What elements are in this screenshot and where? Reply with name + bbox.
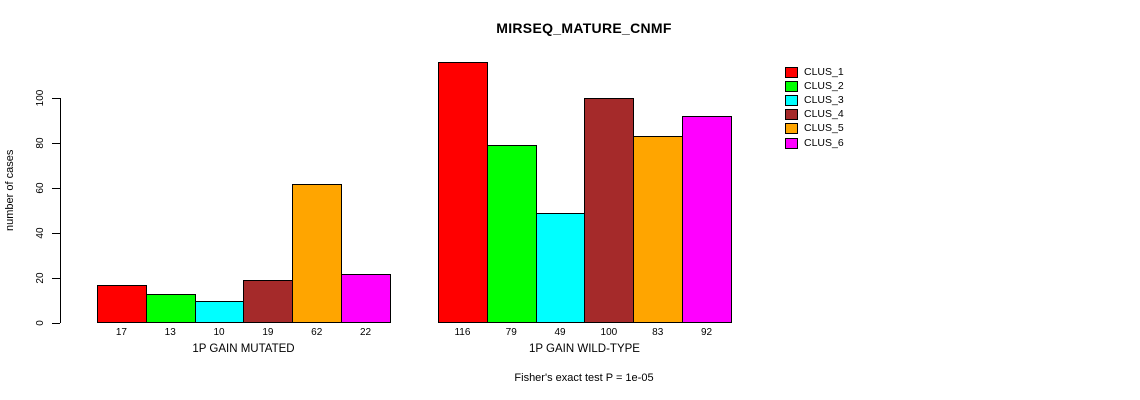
annotation-text: Fisher's exact test P = 1e-05 (514, 372, 654, 384)
y-tick-label: 40 (35, 227, 46, 239)
bar-value-label: 19 (262, 327, 274, 338)
legend-row: CLUS_5 (785, 122, 844, 136)
bar-CLUS_5 (633, 136, 684, 323)
bar-CLUS_3 (535, 212, 586, 323)
bar-value-label: 116 (454, 327, 471, 338)
y-tick-label: 0 (35, 320, 46, 326)
legend-swatch (785, 80, 798, 92)
legend-swatch (785, 137, 798, 149)
legend-label: CLUS_6 (804, 136, 844, 149)
bar-value-label: 13 (164, 327, 176, 338)
legend-row: CLUS_3 (785, 93, 844, 107)
y-tick-mark (52, 142, 60, 144)
legend-swatch (785, 123, 798, 135)
legend-row: CLUS_4 (785, 108, 844, 122)
bar-value-label: 100 (600, 327, 618, 338)
legend-label: CLUS_4 (804, 108, 844, 121)
legend-label: CLUS_1 (804, 65, 844, 78)
legend-row: CLUS_1 (785, 65, 844, 79)
y-tick-label: 80 (35, 137, 46, 149)
bar-CLUS_4 (243, 280, 294, 323)
legend-row: CLUS_2 (785, 79, 844, 93)
bar-value-label: 92 (700, 327, 713, 338)
legend-label: CLUS_2 (804, 79, 844, 92)
y-tick-mark (52, 97, 60, 99)
legend-swatch (785, 66, 798, 78)
y-tick-label: 100 (35, 89, 46, 107)
y-tick-mark (52, 322, 60, 324)
y-axis-label: number of cases (4, 149, 16, 231)
legend: CLUS_1 CLUS_2 CLUS_3 CLUS_4 CLUS_5 CLUS_6 (785, 65, 844, 150)
bar-CLUS_3 (194, 300, 245, 323)
y-tick-mark (52, 277, 60, 279)
bar-value-label: 62 (311, 327, 323, 338)
x-axis-group-label: 1P GAIN MUTATED (192, 343, 295, 355)
legend-label: CLUS_5 (804, 122, 844, 135)
x-axis-group-label: 1P GAIN WILD-TYPE (528, 343, 640, 355)
y-tick-label: 60 (35, 182, 46, 194)
y-axis-line (60, 98, 61, 323)
bar-value-label: 79 (505, 327, 517, 338)
bar-CLUS_1 (438, 62, 488, 323)
bar-value-label: 22 (359, 327, 372, 338)
bar-CLUS_1 (97, 284, 147, 323)
bar-CLUS_2 (486, 145, 537, 323)
bar-CLUS_2 (145, 293, 196, 323)
bar-CLUS_6 (341, 273, 391, 323)
legend-swatch (785, 109, 798, 121)
legend-swatch (785, 94, 798, 106)
bar-value-label: 49 (554, 327, 566, 338)
y-tick-mark (52, 232, 60, 234)
bar-CLUS_4 (584, 98, 635, 323)
chart-title: MIRSEQ_MATURE_CNMF (496, 20, 672, 36)
bar-value-label: 10 (213, 327, 225, 338)
y-tick-mark (52, 187, 60, 189)
legend-row: CLUS_6 (785, 136, 844, 150)
legend-label: CLUS_3 (804, 93, 844, 106)
bar-value-label: 83 (652, 327, 664, 338)
bar-CLUS_6 (682, 116, 732, 323)
y-tick-label: 20 (35, 272, 46, 284)
bar-CLUS_5 (292, 183, 343, 323)
bar-value-label: 17 (115, 327, 127, 338)
